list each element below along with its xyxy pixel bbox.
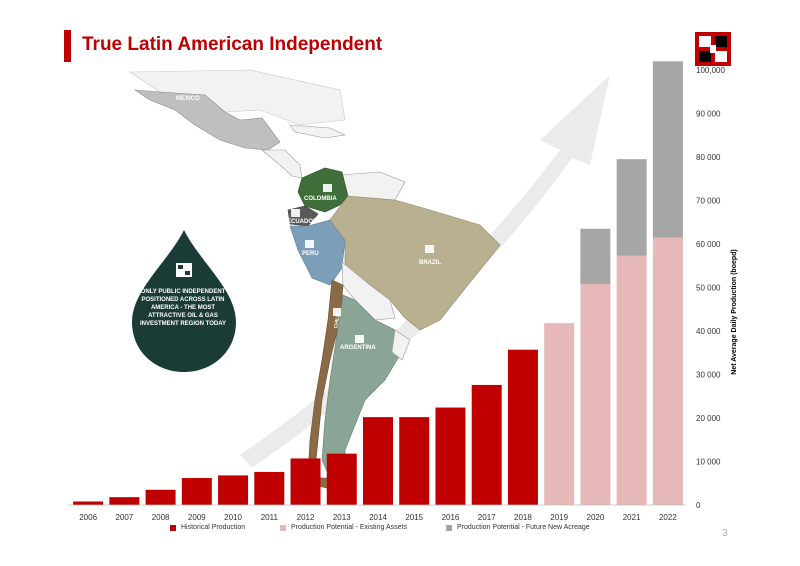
y-tick-label: 10 000 <box>696 458 721 467</box>
bar-2020-series-1 <box>580 284 611 505</box>
latin-america-map <box>129 69 501 491</box>
brazil-marker-icon <box>425 245 434 253</box>
bar-2020-series-2 <box>580 228 611 285</box>
bar-2015-series-0 <box>399 417 430 505</box>
bar-2011-series-0 <box>254 471 285 505</box>
bar-2010-series-0 <box>218 475 249 505</box>
x-tick-label: 2011 <box>261 513 279 522</box>
x-tick-label: 2021 <box>623 513 641 522</box>
chile-marker-icon <box>333 308 341 316</box>
drop-logo-icon <box>176 263 192 277</box>
mexico-label: MEXICO <box>176 96 200 102</box>
bar-2018-series-0 <box>507 349 538 505</box>
y-tick-label: 60 000 <box>696 240 721 249</box>
bar-2019-series-1 <box>544 323 575 505</box>
company-logo <box>695 32 731 66</box>
bar-2013-series-0 <box>326 453 357 505</box>
x-tick-label: 2018 <box>514 513 532 522</box>
legend-label-new: Production Potential - Future New Acreag… <box>457 524 590 531</box>
y-tick-label: 50 000 <box>696 284 721 293</box>
y-tick-label: 100,000 <box>696 66 725 75</box>
oil-drop-shape <box>132 230 236 372</box>
ecuador-marker-icon <box>291 209 300 217</box>
callout-text: ONLY PUBLIC INDEPENDENT POSITIONED ACROS… <box>140 289 227 327</box>
slide-title: True Latin American Independent <box>82 34 383 55</box>
argentina-marker-icon <box>355 335 364 343</box>
bar-2009-series-0 <box>181 478 212 505</box>
brazil-shape <box>329 195 501 331</box>
central-america-shape <box>261 149 303 179</box>
ecuador-label: ECUADOR <box>287 219 318 225</box>
x-tick-label: 2014 <box>369 513 387 522</box>
x-tick-label: 2007 <box>115 513 133 522</box>
legend-existing: Production Potential - Existing Assets <box>280 524 407 531</box>
caribbean-shape <box>289 124 347 139</box>
x-tick-label: 2009 <box>188 513 206 522</box>
x-tick-label: 2012 <box>297 513 315 522</box>
legend-new: Production Potential - Future New Acreag… <box>446 524 590 531</box>
bar-2014-series-0 <box>363 417 393 505</box>
peru-label: PERU <box>302 251 319 257</box>
peru-marker-icon <box>305 240 314 248</box>
legend-label-existing: Production Potential - Existing Assets <box>291 524 407 531</box>
colombia-marker-icon <box>323 184 332 192</box>
bar-2012-series-0 <box>290 458 321 505</box>
bar-2008-series-0 <box>145 489 176 505</box>
x-tick-label: 2010 <box>224 513 242 522</box>
legend-historical: Historical Production <box>170 524 245 531</box>
bar-2021-series-2 <box>616 159 647 256</box>
y-tick-label: 20 000 <box>696 414 721 423</box>
bar-2022-series-2 <box>652 61 683 238</box>
y-tick-label: 90 000 <box>696 110 721 119</box>
bar-2022-series-1 <box>652 237 683 505</box>
x-tick-label: 2015 <box>405 513 423 522</box>
x-tick-label: 2022 <box>659 513 677 522</box>
x-tick-label: 2008 <box>152 513 170 522</box>
argentina-label: ARGENTINA <box>340 345 376 351</box>
colombia-label: COLOMBIA <box>304 196 337 202</box>
legend-swatch-historical <box>170 524 176 531</box>
legend-label-historical: Historical Production <box>181 524 246 531</box>
bolivia-paraguay-shape <box>341 261 396 321</box>
uruguay-shape <box>391 329 411 361</box>
y-axis-label: Net Average Daily Production (boepd) <box>731 249 738 375</box>
bar-2021-series-1 <box>616 255 647 505</box>
mexico-shape <box>133 89 281 151</box>
growth-arrow <box>240 75 610 468</box>
bar-2017-series-0 <box>471 384 502 505</box>
title-accent-bar <box>64 30 71 62</box>
y-tick-label: 80 000 <box>696 153 721 162</box>
bar-2016-series-0 <box>435 407 466 505</box>
brazil-label: BRAZIL <box>419 260 441 266</box>
y-tick-label: 0 <box>696 501 701 510</box>
legend-swatch-existing <box>280 524 286 531</box>
x-tick-label: 2019 <box>550 513 568 522</box>
argentina-shape <box>321 294 401 479</box>
page-number: 3 <box>722 528 728 539</box>
x-tick-label: 2006 <box>79 513 97 522</box>
bar-2006-series-0 <box>73 501 104 505</box>
y-tick-label: 70 000 <box>696 197 721 206</box>
x-tick-label: 2020 <box>587 513 605 522</box>
x-tick-label: 2013 <box>333 513 351 522</box>
legend-swatch-new <box>446 524 452 531</box>
bar-2007-series-0 <box>109 497 140 505</box>
y-tick-label: 30 000 <box>696 371 721 380</box>
x-tick-label: 2016 <box>442 513 460 522</box>
y-tick-label: 40 000 <box>696 327 721 336</box>
x-tick-label: 2017 <box>478 513 496 522</box>
